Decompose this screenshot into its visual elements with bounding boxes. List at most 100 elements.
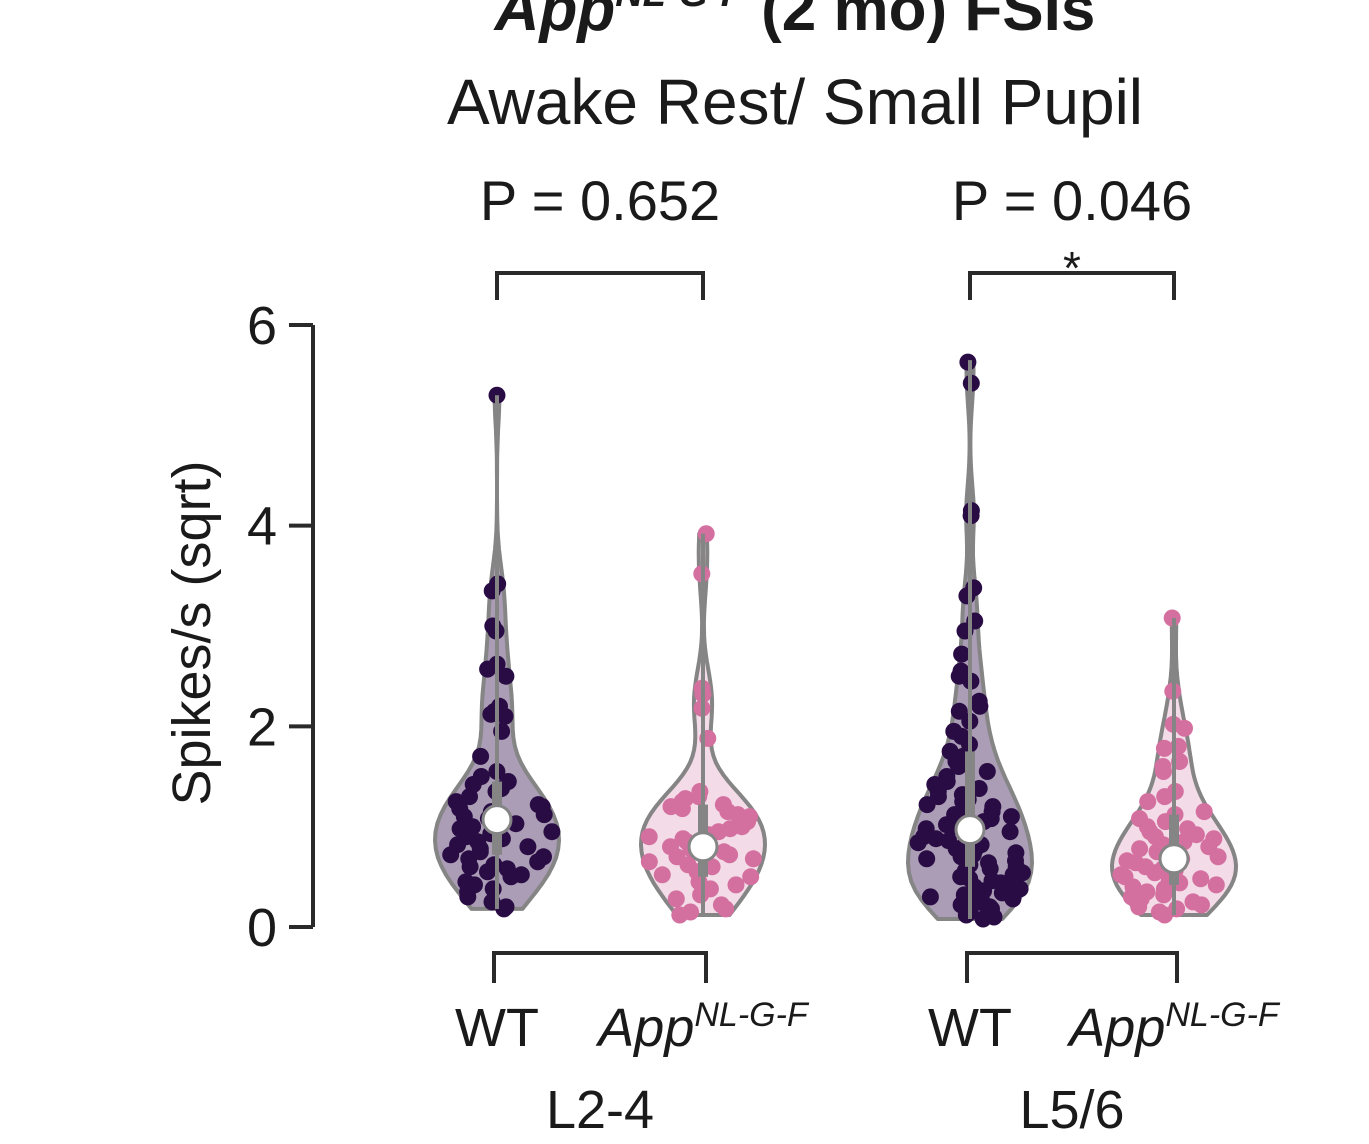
median-marker [481,804,513,836]
group-label: L5/6 [1019,1080,1124,1140]
data-point [1193,896,1210,914]
data-point [1155,763,1172,780]
data-point [1209,848,1227,866]
data-point [974,910,992,928]
group-bracket [965,951,1179,983]
data-point [918,796,936,814]
data-point [692,886,710,904]
data-point [950,758,968,775]
data-point [1192,870,1210,888]
median-marker [1158,843,1190,875]
condition-label: WT [455,998,539,1058]
data-point [1195,803,1213,821]
data-point [1139,793,1157,811]
y-tick-label: 4 [247,497,277,557]
data-point [640,828,658,846]
violin-group: P = 0.046 * WT AppNL-G-F L5/6 [906,169,1281,1140]
condition-label-main: App [595,998,694,1058]
data-point [461,788,478,806]
data-point [671,906,689,924]
data-point [1187,826,1205,844]
data-point [953,645,971,663]
data-point [921,888,939,906]
data-point [742,868,760,886]
chart-title-gene: App [493,0,616,44]
data-point [1156,906,1174,924]
group-bracket [492,951,708,983]
data-point [497,667,515,685]
data-point [727,876,745,894]
data-point [1001,823,1019,841]
data-point [744,850,762,868]
iqr-box [965,751,975,867]
significance-star: * [1063,242,1081,294]
condition-label-main: App [1066,998,1165,1058]
data-point [1004,890,1022,908]
data-point [461,858,479,876]
chart-subtitle: Awake Rest/ Small Pupil [447,66,1143,138]
data-point [1155,886,1173,904]
data-point [488,386,506,404]
data-point [472,747,490,765]
data-point [495,900,513,918]
condition-label: AppNL-G-F [595,996,810,1058]
significance-bracket [968,271,1176,300]
data-point [529,853,547,871]
data-point [502,868,520,886]
data-point [543,823,561,841]
median-marker [954,814,986,846]
data-point [971,697,989,715]
data-point [479,863,496,881]
data-point [717,900,735,918]
y-tick-label: 6 [247,296,277,356]
data-point [1146,864,1164,882]
data-point [459,888,477,906]
group-label: L2-4 [546,1080,654,1140]
violin-group: P = 0.652 WT AppNL-G-F L2-4 [433,169,810,1140]
data-point [1155,739,1173,757]
data-point [918,850,936,868]
data-point [496,707,514,725]
data-point [653,866,671,884]
data-point [957,906,975,924]
y-tick-label: 2 [247,697,277,757]
data-point [640,853,658,871]
condition-label: AppNL-G-F [1066,996,1281,1058]
condition-label-main: WT [928,998,1012,1058]
condition-label-main: WT [455,998,539,1058]
p-value-label: P = 0.046 [952,169,1192,232]
condition-label: WT [928,998,1012,1058]
data-point [667,890,685,908]
chart-title: AppNL-G-F (2 mo) FSIs [493,0,1096,44]
data-point [958,587,976,605]
data-point [519,838,537,856]
condition-label-sup: NL-G-F [694,996,810,1034]
chart-title-rest: (2 mo) FSIs [744,0,1095,44]
y-axis: 0 2 4 6 [247,296,315,958]
data-point [697,525,715,543]
data-point [959,353,977,371]
data-point [442,846,460,864]
significance-bracket [495,271,705,300]
y-tick-label: 0 [247,898,277,958]
data-point [479,660,497,678]
data-point [927,830,945,848]
data-point [535,806,553,824]
data-point [721,846,739,864]
data-point [1156,788,1174,806]
data-point [1130,898,1148,916]
data-point [909,834,927,852]
data-point [1207,876,1225,894]
data-point [1176,719,1193,737]
data-point [978,763,996,780]
p-value-label: P = 0.652 [480,169,720,232]
y-axis-label: Spikes/s (sqrt) [162,460,222,805]
data-point [673,800,691,818]
median-marker [687,831,719,863]
data-point [1131,840,1149,858]
condition-label-sup: NL-G-F [1165,996,1281,1034]
data-point [1002,808,1020,826]
chart-title-gene-sup: NL-G-F [615,0,746,15]
